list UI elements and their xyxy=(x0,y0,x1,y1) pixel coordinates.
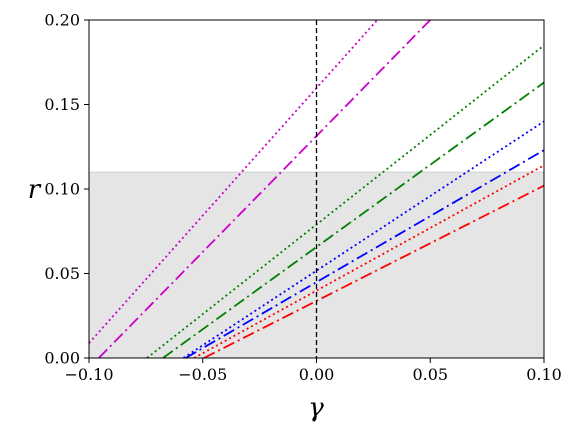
y-tick-label: 0.05 xyxy=(44,264,80,283)
series-line-8 xyxy=(203,184,544,358)
series-line-3 xyxy=(146,44,544,358)
series-line-7 xyxy=(193,164,544,358)
series-line-1 xyxy=(89,20,378,344)
x-tick-label: −0.05 xyxy=(178,365,227,384)
series-line-4 xyxy=(162,81,544,358)
y-axis-label: r xyxy=(28,175,42,205)
y-tick-label: 0.00 xyxy=(44,349,80,368)
x-tick-label: −0.10 xyxy=(64,365,113,384)
x-tick-label: 0.05 xyxy=(412,365,448,384)
x-tick-label: 0.10 xyxy=(526,365,562,384)
x-axis-label: γ xyxy=(308,393,324,423)
y-tick-label: 0.20 xyxy=(44,11,80,30)
y-tick-label: 0.15 xyxy=(44,95,80,114)
series-line-2 xyxy=(98,20,431,358)
y-tick-label: 0.10 xyxy=(44,180,80,199)
x-tick-label: 0.00 xyxy=(299,365,335,384)
series-line-6 xyxy=(185,149,544,358)
series-line-5 xyxy=(182,120,544,358)
